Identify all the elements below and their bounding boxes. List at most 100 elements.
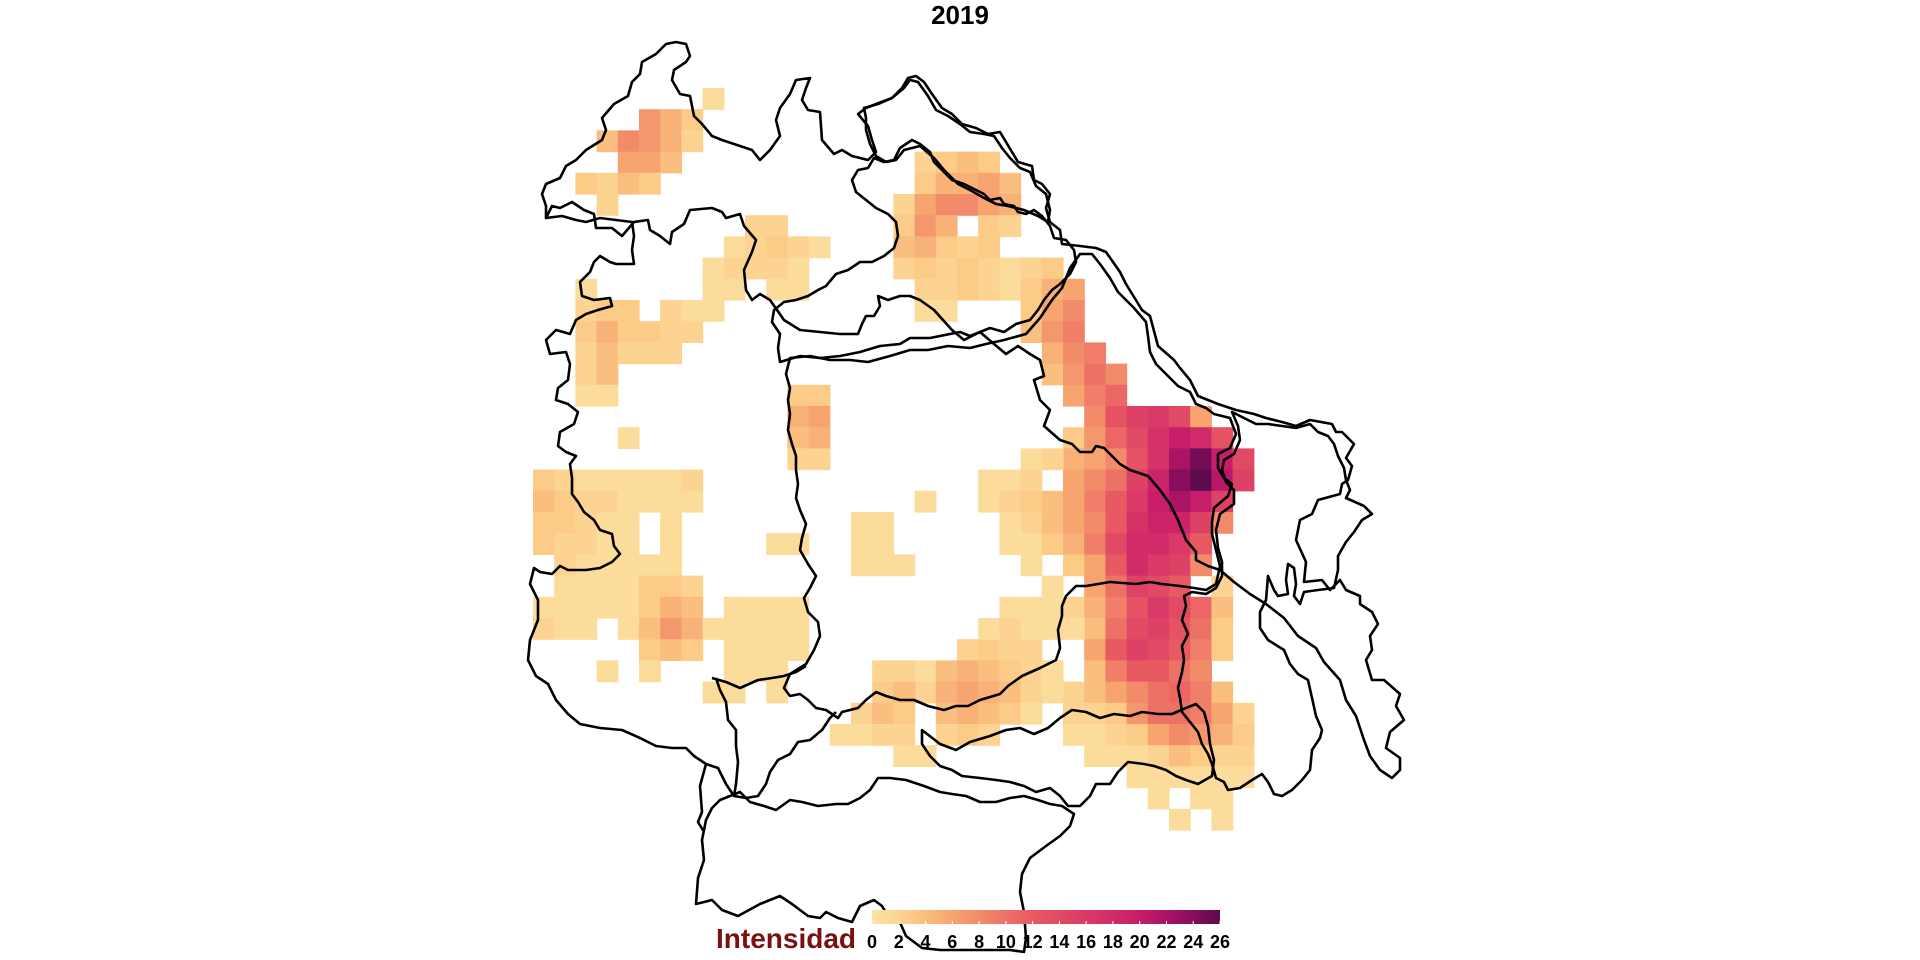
intensity-cell	[723, 639, 746, 661]
intensity-cell	[617, 130, 640, 153]
intensity-cell	[723, 596, 746, 619]
intensity-cell	[957, 151, 979, 174]
intensity-cell	[1169, 533, 1191, 555]
intensity-cell	[1020, 596, 1043, 619]
legend-tick-label: 14	[1049, 932, 1069, 952]
intensity-cell	[1147, 469, 1170, 492]
intensity-cell	[999, 172, 1022, 195]
intensity-cell	[660, 512, 682, 534]
intensity-cell	[1232, 469, 1255, 492]
intensity-cell	[681, 596, 704, 619]
intensity-cell	[1169, 427, 1191, 449]
intensity-cell	[1084, 724, 1106, 746]
intensity-cell	[554, 512, 576, 534]
intensity-cell	[999, 702, 1022, 725]
intensity-cell	[1063, 490, 1085, 513]
intensity-cell	[766, 257, 788, 280]
intensity-cell	[893, 660, 916, 683]
intensity-cell	[787, 384, 810, 407]
intensity-cell	[978, 257, 1000, 280]
intensity-cell	[702, 618, 725, 640]
intensity-cell	[575, 384, 598, 407]
intensity-cell	[1211, 808, 1234, 831]
intensity-cell	[935, 724, 958, 746]
intensity-cell	[617, 575, 640, 598]
legend-tick-label: 12	[1023, 932, 1043, 952]
intensity-cell	[575, 575, 598, 598]
intensity-cell	[872, 660, 894, 683]
intensity-cell	[575, 363, 598, 386]
intensity-cell	[533, 533, 555, 555]
intensity-cell	[575, 469, 598, 492]
intensity-cell	[999, 257, 1022, 280]
intensity-cell	[1211, 787, 1234, 810]
intensity-cell	[1190, 660, 1212, 683]
intensity-cell	[893, 194, 916, 216]
intensity-cell	[745, 660, 767, 683]
intensity-cell	[766, 278, 788, 301]
intensity-cell	[1169, 490, 1191, 513]
intensity-cell	[1105, 618, 1128, 640]
intensity-cell	[1169, 469, 1191, 492]
intensity-cell	[575, 342, 598, 365]
intensity-cell	[1041, 342, 1064, 365]
intensity-cell	[914, 236, 937, 259]
intensity-cell	[914, 745, 937, 767]
intensity-cell	[851, 554, 873, 577]
intensity-cell	[1063, 618, 1085, 640]
intensity-cell	[935, 278, 958, 301]
intensity-cell	[596, 130, 619, 153]
intensity-cell	[681, 109, 704, 131]
intensity-cell	[829, 724, 852, 746]
intensity-cell	[1190, 490, 1212, 513]
boundary-east-municipality	[1176, 410, 1374, 798]
intensity-cell	[978, 469, 1000, 492]
intensity-cell	[1190, 681, 1212, 704]
intensity-cell	[745, 257, 767, 280]
intensity-cell	[596, 300, 619, 322]
intensity-cell	[1084, 469, 1106, 492]
intensity-cell	[1084, 660, 1106, 683]
intensity-cell	[617, 300, 640, 322]
intensity-cell	[1105, 639, 1128, 661]
intensity-cell	[596, 533, 619, 555]
intensity-cell	[660, 554, 682, 577]
intensity-cell	[617, 469, 640, 492]
intensity-cell	[766, 596, 788, 619]
intensity-cell	[1190, 512, 1212, 534]
intensity-cell	[639, 618, 661, 640]
intensity-cell	[1190, 406, 1212, 428]
municipal-boundaries	[526, 40, 1406, 954]
intensity-cell	[787, 533, 810, 555]
intensity-cell	[575, 618, 598, 640]
intensity-cell	[596, 512, 619, 534]
intensity-cell	[978, 215, 1000, 237]
intensity-cell	[893, 702, 916, 725]
intensity-cell	[575, 533, 598, 555]
chart-title: 2019	[931, 0, 989, 30]
intensity-cell	[1211, 618, 1234, 640]
intensity-cell	[639, 639, 661, 661]
intensity-cell	[808, 406, 831, 428]
intensity-cell	[554, 618, 576, 640]
intensity-cell	[851, 533, 873, 555]
intensity-cell	[957, 702, 979, 725]
intensity-cell	[893, 724, 916, 746]
intensity-cell	[617, 342, 640, 365]
intensity-cell	[639, 130, 661, 153]
intensity-cell	[1126, 533, 1149, 555]
intensity-cell	[702, 278, 725, 301]
intensity-cell	[596, 194, 619, 216]
intensity-cell	[999, 681, 1022, 704]
intensity-cell	[957, 278, 979, 301]
intensity-cell	[1147, 639, 1170, 661]
intensity-cell	[1041, 512, 1064, 534]
intensity-cell	[1147, 533, 1170, 555]
intensity-cell	[1126, 427, 1149, 449]
intensity-cell	[787, 596, 810, 619]
intensity-cell	[957, 236, 979, 259]
intensity-cell	[575, 321, 598, 343]
intensity-cell	[1084, 681, 1106, 704]
intensity-cell	[978, 172, 1000, 195]
